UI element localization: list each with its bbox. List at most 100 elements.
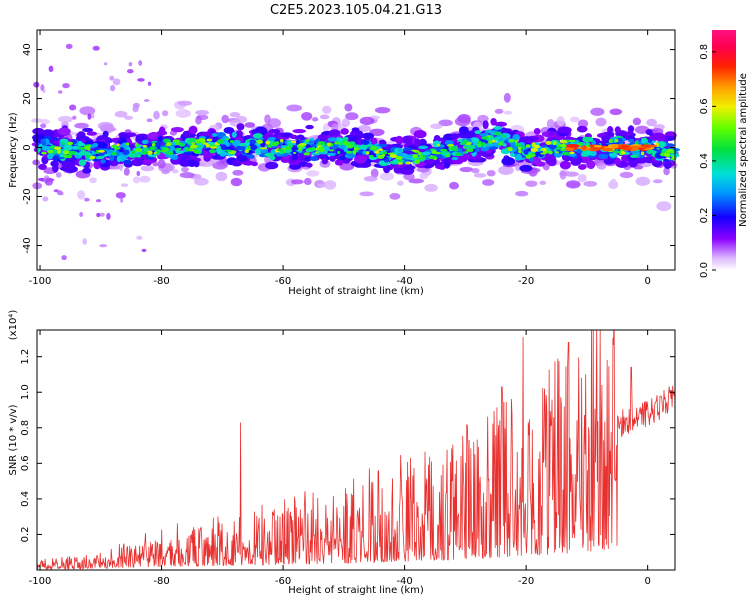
spectrogram-band-cell xyxy=(329,154,336,162)
spectrogram-core-cell xyxy=(403,147,413,152)
colorbar-label: Normalized spectral amplitude xyxy=(738,73,749,227)
spectrogram-haze-cell xyxy=(610,178,617,188)
spectrogram-peak-cell xyxy=(492,139,496,143)
spectrogram-peak-cell xyxy=(256,139,264,144)
spectrogram-haze-cell xyxy=(161,170,170,175)
spectrogram-haze-cell xyxy=(564,171,579,177)
spectrogram-core-cell xyxy=(74,154,82,159)
spectrogram-peak-cell xyxy=(291,140,297,144)
spectrogram-band-cell xyxy=(458,126,469,135)
spectrogram-speck xyxy=(90,113,95,119)
spectrogram-core-cell xyxy=(480,146,489,152)
spectrogram-core-cell xyxy=(246,154,255,159)
spectrogram-peak-cell xyxy=(556,146,561,150)
spectrogram-speck xyxy=(120,183,129,187)
spectrogram-band-cell xyxy=(494,121,508,127)
spectrogram-haze-cell xyxy=(195,110,210,116)
spectrogram-peak-cell xyxy=(56,149,61,154)
spectrogram-core-cell xyxy=(117,140,123,145)
spectrogram-band-cell xyxy=(41,129,55,138)
spectrogram-peak-cell xyxy=(387,152,395,155)
spectrogram-haze-cell xyxy=(139,175,151,183)
spectrogram-peak-cell xyxy=(135,142,139,147)
spectrogram-peak-cell xyxy=(567,139,576,143)
snr-x-tick-label: -80 xyxy=(153,576,169,587)
spectrogram-speck xyxy=(99,244,108,248)
spectrogram-peak-cell xyxy=(525,155,532,159)
spectrogram-core-cell xyxy=(36,146,41,153)
spectrogram-core-cell xyxy=(252,133,263,139)
spectrogram-haze-cell xyxy=(341,118,351,128)
spectrogram-peak-cell xyxy=(545,140,552,145)
spectrogram-haze-cell xyxy=(454,116,471,127)
spectrogram-peak-cell xyxy=(110,144,118,148)
spectrogram-peak-cell xyxy=(193,150,201,154)
spectrogram-band-cell xyxy=(621,154,628,163)
spectrogram-peak-cell xyxy=(247,145,251,149)
spectrogram-peak-cell xyxy=(346,144,354,149)
spectrogram-core-cell xyxy=(512,134,520,141)
colorbar-tick-label: 0.8 xyxy=(699,44,710,60)
spectrogram-core-cell xyxy=(548,144,558,149)
spectrogram-speck xyxy=(62,83,70,89)
spectrogram-peak-cell xyxy=(267,144,272,148)
spectrogram-band-cell xyxy=(223,126,235,134)
spectrogram-haze-cell xyxy=(482,179,495,186)
spectrogram-y-tick-label: -20 xyxy=(22,188,33,204)
spectrogram-haze-cell xyxy=(312,117,319,122)
spectrogram-haze-cell xyxy=(486,170,496,177)
spectrogram-core-cell xyxy=(647,138,653,144)
spectrogram-haze-cell xyxy=(152,161,159,167)
spectrogram-peak-cell xyxy=(63,154,69,159)
spectrogram-band-cell xyxy=(61,161,76,170)
spectrogram-core-cell xyxy=(254,148,261,155)
spectrogram-haze-cell xyxy=(324,180,337,190)
spectrogram-peak-cell xyxy=(346,150,353,154)
spectrogram-peak-cell xyxy=(374,150,380,154)
snr-y-tick-label: 1.0 xyxy=(20,384,31,400)
spectrogram-peak-cell xyxy=(149,146,156,151)
spectrogram-core-cell xyxy=(421,151,431,156)
spectrogram-peak-cell xyxy=(77,146,85,150)
spectrogram-haze-cell xyxy=(181,166,189,173)
spectrogram-speck xyxy=(103,62,108,66)
spectrogram-haze-cell xyxy=(438,119,453,127)
spectrogram-peak-cell xyxy=(303,152,311,156)
spectrogram-peak-cell xyxy=(414,159,421,164)
spectrogram-peak-cell xyxy=(280,138,284,143)
spectrogram-peak-cell xyxy=(307,147,316,151)
spectrogram-peak-cell xyxy=(189,144,198,149)
spectrogram-peak-cell xyxy=(440,148,448,152)
snr-y-scale-note: (x10⁴) xyxy=(8,310,19,341)
spectrogram-speck xyxy=(56,190,63,196)
spectrogram-band-cell xyxy=(559,160,571,170)
spectrogram-haze-cell xyxy=(359,191,374,197)
spectrogram-band-cell xyxy=(395,135,403,145)
spectrogram-band-cell xyxy=(305,163,313,168)
spectrogram-haze-cell xyxy=(290,179,304,185)
spectrogram-core-cell xyxy=(474,130,481,135)
spectrogram-haze-cell xyxy=(473,173,487,178)
spectrogram-haze-cell xyxy=(319,114,330,120)
spectrogram-speck xyxy=(99,212,105,217)
spectrogram-peak-cell xyxy=(328,149,335,152)
spectrogram-core-cell xyxy=(325,146,330,152)
spectrogram-peak-cell xyxy=(63,150,68,153)
spectrogram-peak-cell xyxy=(141,151,149,155)
spectrogram-band-cell xyxy=(414,138,421,147)
spectrogram-peak-cell xyxy=(669,151,675,154)
spectrogram-peak-cell xyxy=(189,137,196,143)
spectrogram-band-cell xyxy=(289,134,298,139)
spectrogram-peak-cell xyxy=(163,138,171,143)
spectrogram-core-cell xyxy=(235,145,246,150)
spectrogram-peak-cell xyxy=(229,140,235,143)
spectrogram-core-cell xyxy=(79,142,85,147)
spectrogram-peak-cell xyxy=(292,151,297,155)
spectrogram-peak-cell xyxy=(412,154,419,159)
spectrogram-band-cell xyxy=(401,135,413,144)
spectrogram-band-cell xyxy=(186,159,198,167)
spectrogram-x-tick-label: -20 xyxy=(518,276,534,287)
spectrogram-peak-cell xyxy=(276,148,284,152)
spectrogram-core-cell xyxy=(465,144,476,150)
spectrogram-peak-cell xyxy=(411,149,417,152)
